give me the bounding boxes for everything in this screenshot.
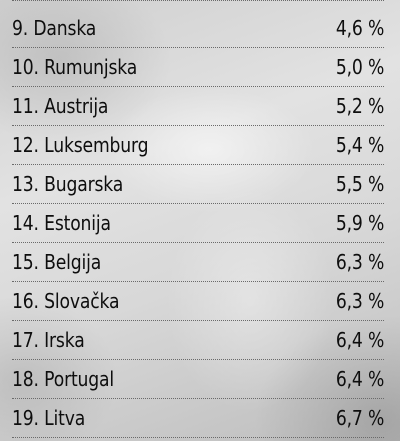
country-label: 11. Austrija	[12, 94, 109, 118]
percent-value: 6,3 %	[335, 289, 384, 313]
percent-value: 6,4 %	[335, 367, 384, 391]
divider	[12, 0, 384, 2]
country-label: 19. Litva	[12, 406, 86, 430]
percent-value: 5,9 %	[335, 211, 384, 235]
country-label: 9. Danska	[12, 16, 97, 40]
list-item: 12. Luksemburg 5,4 %	[12, 126, 384, 165]
country-label: 12. Luksemburg	[12, 133, 149, 157]
list-item: 19. Litva 6,7 %	[12, 399, 384, 438]
percent-value: 4,6 %	[335, 16, 384, 40]
list-item: 13. Bugarska 5,5 %	[12, 165, 384, 204]
percent-value: 6,7 %	[335, 406, 384, 430]
percent-value: 5,5 %	[335, 172, 384, 196]
list-item: 10. Rumunjska 5,0 %	[12, 48, 384, 87]
country-label: 17. Irska	[12, 328, 85, 352]
list-item: 14. Estonija 5,9 %	[12, 204, 384, 243]
country-label: 13. Bugarska	[12, 172, 124, 196]
list-item: 16. Slovačka 6,3 %	[12, 282, 384, 321]
list-item: 15. Belgija 6,3 %	[12, 243, 384, 282]
percent-value: 6,4 %	[335, 328, 384, 352]
list-item: 18. Portugal 6,4 %	[12, 360, 384, 399]
percent-value: 6,3 %	[335, 250, 384, 274]
percent-value: 5,4 %	[335, 133, 384, 157]
country-label: 14. Estonija	[12, 211, 111, 235]
list-item: 9. Danska 4,6 %	[12, 9, 384, 48]
country-label: 10. Rumunjska	[12, 55, 138, 79]
percent-value: 5,0 %	[335, 55, 384, 79]
country-label: 16. Slovačka	[12, 289, 120, 313]
list-item: 17. Irska 6,4 %	[12, 321, 384, 360]
country-label: 18. Portugal	[12, 367, 115, 391]
list-item: 11. Austrija 5,2 %	[12, 87, 384, 126]
country-label: 15. Belgija	[12, 250, 102, 274]
percent-value: 5,2 %	[335, 94, 384, 118]
